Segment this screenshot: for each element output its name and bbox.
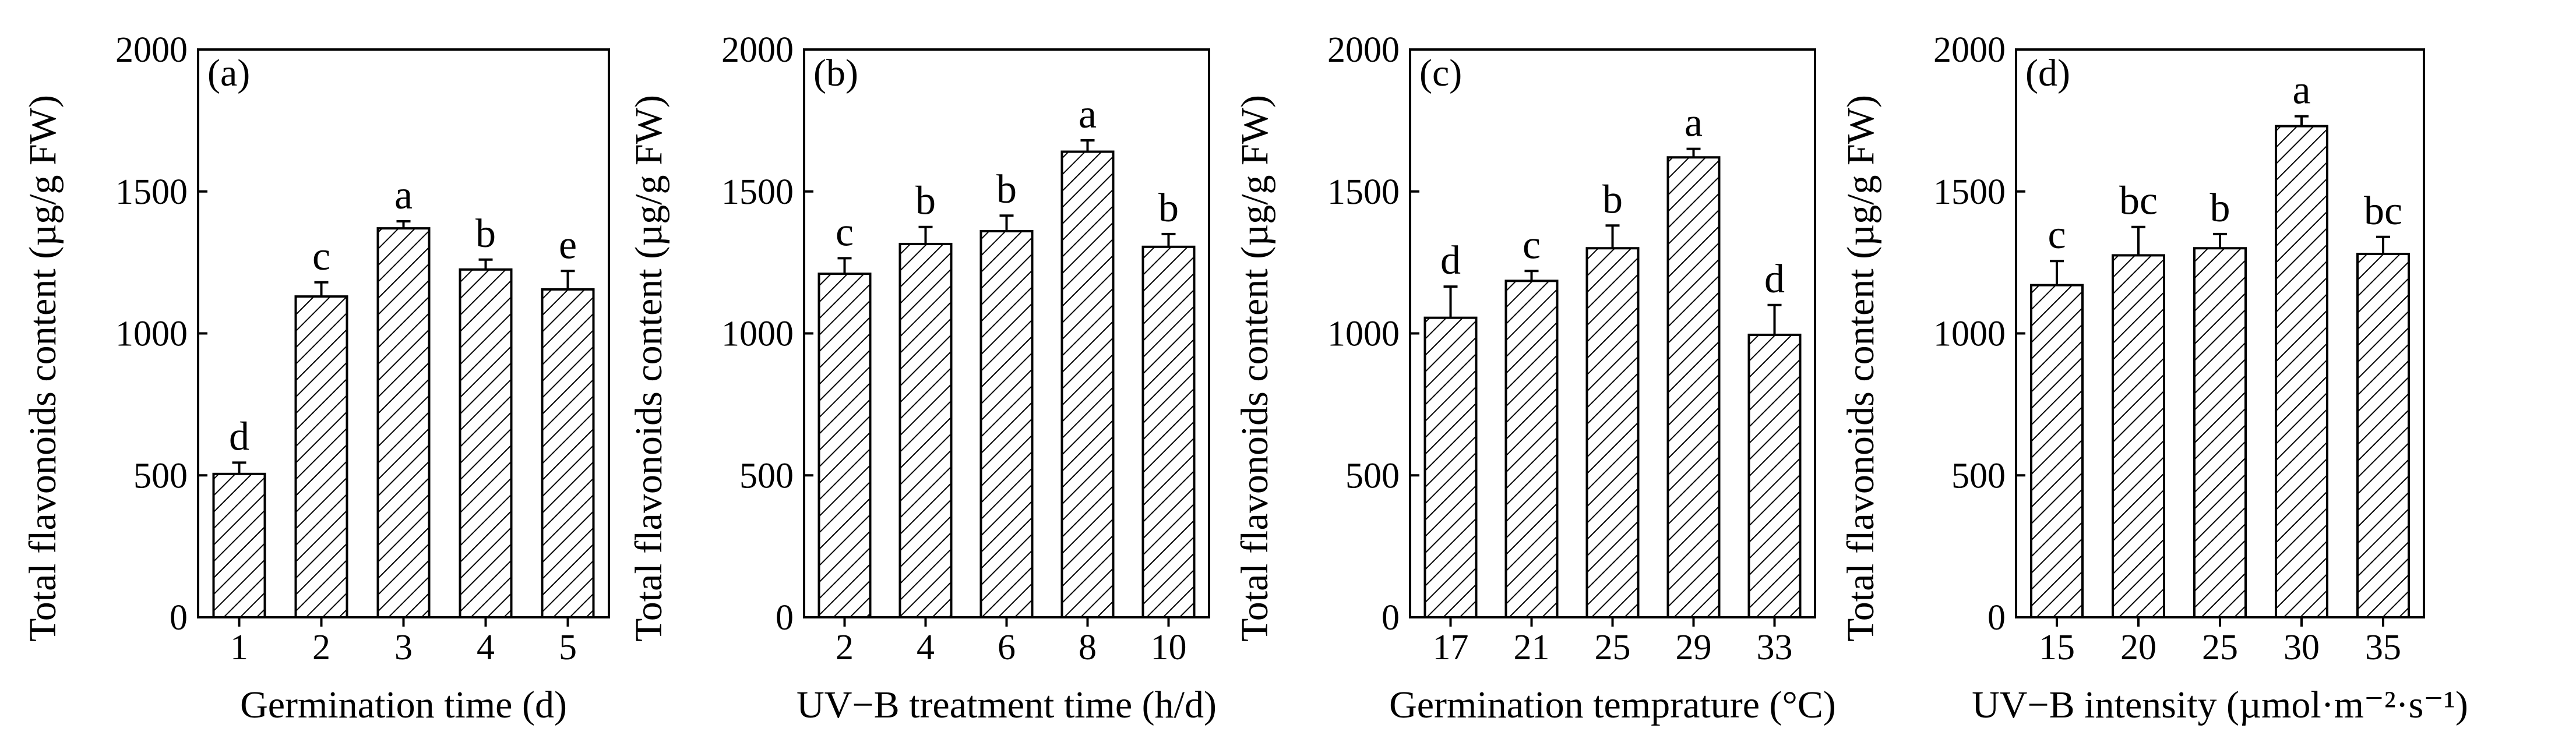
significance-letter: e [559, 222, 577, 267]
bar [1666, 156, 1721, 618]
y-tick-label: 0 [170, 598, 188, 638]
y-tick-label: 1000 [1327, 314, 1400, 354]
bar [979, 230, 1034, 618]
significance-letter: c [836, 210, 854, 254]
x-tick-label: 21 [1514, 628, 1550, 667]
significance-letter: a [2292, 68, 2310, 113]
chart-panel-a: 0 500 1000 1500 2000 d 1 c 2 a 3 b 4 e 5 Germination ti… [22, 30, 610, 726]
bar [1141, 245, 1196, 618]
y-axis-title: Total flavonoids content (µg/g FW) [22, 95, 64, 642]
significance-letter: d [1440, 238, 1461, 283]
chart-panel-b: 0 500 1000 1500 2000 c 2 b 4 b 6 a 8 b 10 UV−B treatmen… [628, 30, 1217, 726]
significance-letter: a [1079, 92, 1097, 137]
x-tick-label: 20 [2120, 628, 2156, 667]
significance-letter: d [1764, 257, 1785, 302]
significance-letter: d [229, 414, 249, 459]
x-tick-label: 30 [2283, 628, 2320, 667]
significance-letter: bc [2364, 189, 2402, 234]
x-tick-label: 8 [1079, 628, 1097, 667]
significance-letter: b [475, 211, 496, 256]
x-tick-label: 1 [230, 628, 248, 667]
x-tick-label: 25 [2202, 628, 2238, 667]
bar [2356, 253, 2410, 618]
x-axis-title: Germination temprature (°C) [1389, 684, 1836, 726]
y-tick-label: 500 [1951, 456, 2006, 496]
significance-letter: c [2048, 213, 2066, 257]
panel-label: (b) [813, 52, 858, 94]
x-axis-title: UV−B intensity (µmol·m⁻²·s⁻¹) [1972, 684, 2468, 726]
bar [1585, 247, 1640, 618]
chart-panel-d: 0 500 1000 1500 2000 c 15 bc 20 b 25 a 30 bc 35 UV−B in… [1840, 30, 2468, 726]
bar [294, 295, 348, 618]
panel-label: (a) [207, 52, 250, 94]
bar [1504, 280, 1559, 618]
y-tick-label: 500 [1345, 456, 1400, 496]
bar [1060, 150, 1115, 618]
y-tick-label: 1000 [1933, 314, 2006, 354]
significance-letter: b [1158, 186, 1179, 231]
y-tick-label: 0 [776, 598, 794, 638]
x-tick-label: 29 [1676, 628, 1712, 667]
y-tick-label: 500 [133, 456, 188, 496]
significance-letter: b [996, 167, 1017, 212]
x-tick-label: 4 [477, 628, 495, 667]
significance-letter: c [1523, 222, 1541, 267]
bar [459, 268, 513, 618]
y-tick-label: 0 [1382, 598, 1400, 638]
x-tick-label: 17 [1433, 628, 1469, 667]
x-tick-label: 25 [1595, 628, 1631, 667]
bar [898, 242, 953, 618]
y-tick-label: 1500 [1933, 172, 2006, 212]
y-tick-label: 500 [739, 456, 794, 496]
x-tick-label: 3 [394, 628, 413, 667]
bar [1423, 316, 1478, 618]
bar [817, 273, 872, 618]
x-tick-label: 2 [836, 628, 854, 667]
significance-letter: a [1685, 101, 1703, 146]
y-tick-label: 2000 [1327, 30, 1400, 70]
x-axis-title: UV−B treatment time (h/d) [797, 684, 1217, 726]
x-tick-label: 4 [917, 628, 935, 667]
x-tick-label: 15 [2039, 628, 2075, 667]
significance-letter: b [2210, 186, 2230, 231]
significance-letter: c [312, 234, 330, 279]
bar [212, 472, 266, 618]
y-tick-label: 1000 [115, 314, 188, 354]
bar [1747, 333, 1802, 618]
bar [2193, 247, 2247, 618]
x-tick-label: 5 [559, 628, 577, 667]
significance-letter: b [1602, 177, 1623, 222]
bar [2030, 284, 2084, 618]
y-tick-label: 2000 [115, 30, 188, 70]
x-tick-label: 35 [2365, 628, 2401, 667]
y-axis-title: Total flavonoids content (µg/g FW) [1234, 95, 1276, 642]
y-tick-label: 1500 [721, 172, 794, 212]
y-axis-title: Total flavonoids content (µg/g FW) [628, 95, 670, 642]
panel-label: (d) [2025, 52, 2070, 94]
significance-letter: b [915, 179, 936, 224]
bar [2112, 254, 2165, 618]
x-tick-label: 6 [998, 628, 1016, 667]
chart-panel-c: 0 500 1000 1500 2000 d 17 c 21 b 25 a 29 d 33 Germinati… [1234, 30, 1836, 726]
y-tick-label: 1000 [721, 314, 794, 354]
panel-label: (c) [1419, 52, 1462, 94]
y-tick-label: 2000 [1933, 30, 2006, 70]
y-tick-label: 0 [1987, 598, 2006, 638]
x-tick-label: 10 [1151, 628, 1187, 667]
y-axis-title: Total flavonoids content (µg/g FW) [1840, 95, 1882, 642]
x-tick-label: 2 [312, 628, 330, 667]
y-tick-label: 1500 [115, 172, 188, 212]
x-tick-label: 33 [1757, 628, 1793, 667]
significance-letter: a [394, 173, 413, 218]
bar [2275, 125, 2328, 618]
y-tick-label: 1500 [1327, 172, 1400, 212]
bar [376, 227, 431, 618]
bar [541, 288, 595, 618]
significance-letter: bc [2119, 179, 2158, 224]
y-tick-label: 2000 [721, 30, 794, 70]
x-axis-title: Germination time (d) [240, 684, 567, 726]
